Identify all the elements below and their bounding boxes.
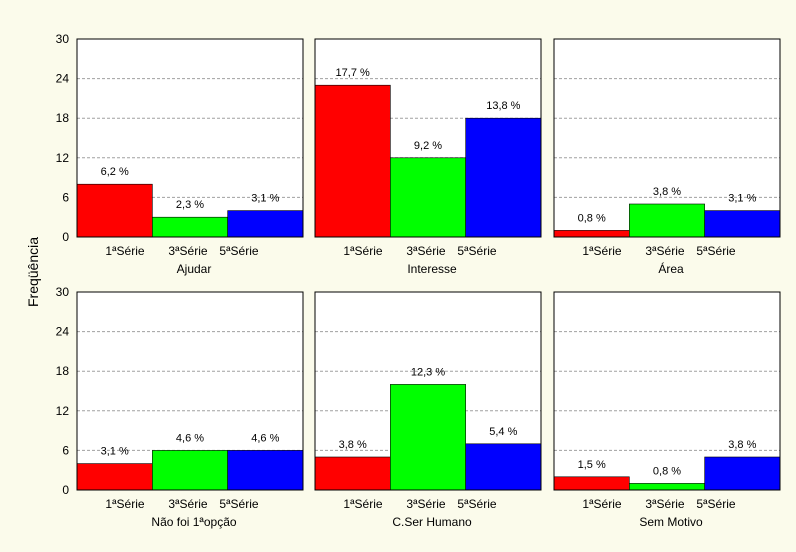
panel-frame bbox=[314, 291, 542, 491]
bar bbox=[227, 450, 304, 491]
y-tick-label: 6 bbox=[62, 190, 69, 204]
bar-data-label: 3,1 % bbox=[728, 193, 756, 205]
x-tick-label: 5ªSérie bbox=[696, 497, 735, 511]
bar-data-label: 6,2 % bbox=[101, 166, 129, 178]
panel-frame bbox=[314, 38, 542, 238]
x-tick-label: 1ªSérie bbox=[105, 497, 144, 511]
x-tick-label: 3ªSérie bbox=[406, 497, 445, 511]
bar-data-label: 9,2 % bbox=[414, 140, 442, 152]
bar-data-label: 3,8 % bbox=[339, 439, 367, 451]
bar bbox=[152, 216, 228, 238]
y-tick-label: 30 bbox=[56, 32, 70, 46]
panel-x-label: Não foi 1ªopção bbox=[151, 515, 236, 529]
bar bbox=[553, 230, 630, 238]
bar bbox=[629, 203, 705, 238]
chart-panel: 0,8 % 3,8 % 3,1 % 1ªSérie 3ªSérie 5ªSérie Área bbox=[553, 38, 781, 276]
panel-x-label: Interesse bbox=[407, 262, 457, 276]
bar-data-label: 3,8 % bbox=[653, 186, 681, 198]
bar-data-label: 2,3 % bbox=[176, 199, 204, 211]
bar bbox=[465, 443, 542, 491]
bar bbox=[704, 456, 781, 491]
panel-x-label: Ajudar bbox=[177, 262, 212, 276]
panel-frame bbox=[76, 38, 304, 238]
y-tick-label: 12 bbox=[56, 404, 70, 418]
bar bbox=[152, 450, 228, 491]
x-tick-label: 3ªSérie bbox=[168, 244, 207, 258]
y-tick-label: 0 bbox=[62, 230, 69, 244]
y-tick-label: 12 bbox=[56, 151, 70, 165]
bar bbox=[390, 384, 466, 491]
bar bbox=[553, 476, 630, 491]
bar-data-label: 17,7 % bbox=[336, 67, 370, 79]
chart-panels: 6,2 % 2,3 % 3,1 % 0 6 12 18 24 30 1ªSérie 3ªSérie 5… bbox=[56, 32, 781, 529]
x-tick-label: 5ªSérie bbox=[457, 497, 496, 511]
x-tick-label: 1ªSérie bbox=[582, 244, 621, 258]
x-tick-label: 1ªSérie bbox=[105, 244, 144, 258]
chart-panel: 6,2 % 2,3 % 3,1 % 0 6 12 18 24 30 1ªSérie 3ªSérie 5… bbox=[56, 32, 304, 276]
bar-data-label: 1,5 % bbox=[578, 459, 606, 471]
bar-data-label: 3,8 % bbox=[728, 439, 756, 451]
bar bbox=[314, 456, 391, 491]
x-tick-label: 3ªSérie bbox=[406, 244, 445, 258]
x-tick-label: 1ªSérie bbox=[343, 497, 382, 511]
x-tick-label: 3ªSérie bbox=[645, 244, 684, 258]
x-tick-label: 1ªSérie bbox=[343, 244, 382, 258]
y-tick-label: 6 bbox=[62, 443, 69, 457]
bar-data-label: 0,8 % bbox=[653, 465, 681, 477]
x-tick-label: 5ªSérie bbox=[696, 244, 735, 258]
bar bbox=[629, 483, 705, 491]
chart-panel: 3,8 % 12,3 % 5,4 % 1ªSérie 3ªSérie 5ªSérie C.S… bbox=[314, 291, 542, 529]
bar bbox=[76, 463, 153, 491]
y-tick-label: 18 bbox=[56, 364, 70, 378]
bar-data-label: 0,8 % bbox=[578, 212, 606, 224]
x-tick-label: 5ªSérie bbox=[219, 497, 258, 511]
y-tick-label: 18 bbox=[56, 111, 70, 125]
x-tick-label: 1ªSérie bbox=[582, 497, 621, 511]
panel-x-label: C.Ser Humano bbox=[392, 515, 472, 529]
bar-data-label: 12,3 % bbox=[411, 366, 445, 378]
chart-panel: 3,1 % 4,6 % 4,6 % 0 6 12 18 24 30 1ªSérie 3ªSérie 5… bbox=[56, 285, 304, 529]
x-tick-label: 5ªSérie bbox=[219, 244, 258, 258]
bar-data-label: 5,4 % bbox=[489, 426, 517, 438]
bar-data-label: 4,6 % bbox=[251, 432, 279, 444]
y-tick-label: 24 bbox=[56, 72, 70, 86]
y-tick-label: 24 bbox=[56, 325, 70, 339]
panel-frame bbox=[553, 38, 781, 238]
bar-data-label: 3,1 % bbox=[101, 446, 129, 458]
y-tick-label: 0 bbox=[62, 483, 69, 497]
x-tick-label: 5ªSérie bbox=[457, 244, 496, 258]
bar bbox=[465, 117, 542, 238]
chart-panel: 17,7 % 9,2 % 13,8 % 1ªSérie 3ªSérie 5ªSérieIn… bbox=[314, 38, 542, 276]
bar bbox=[704, 210, 781, 238]
bar-data-label: 4,6 % bbox=[176, 432, 204, 444]
bar bbox=[227, 210, 304, 238]
panel-x-label: Área bbox=[658, 261, 684, 276]
y-tick-label: 30 bbox=[56, 285, 70, 299]
y-axis-label: Freqüência bbox=[25, 237, 41, 307]
bar bbox=[76, 183, 153, 238]
bar-data-label: 3,1 % bbox=[251, 193, 279, 205]
bar bbox=[390, 157, 466, 238]
x-tick-label: 3ªSérie bbox=[168, 497, 207, 511]
bar bbox=[314, 84, 391, 238]
panel-frame bbox=[553, 291, 781, 491]
bar-data-label: 13,8 % bbox=[486, 100, 520, 112]
x-tick-label: 3ªSérie bbox=[645, 497, 684, 511]
panel-frame bbox=[76, 291, 304, 491]
chart-panel: 1,5 % 0,8 % 3,8 % 1ªSérie 3ªSérie 5ªSérie Sem … bbox=[553, 291, 781, 529]
panel-x-label: Sem Motivo bbox=[639, 515, 703, 529]
